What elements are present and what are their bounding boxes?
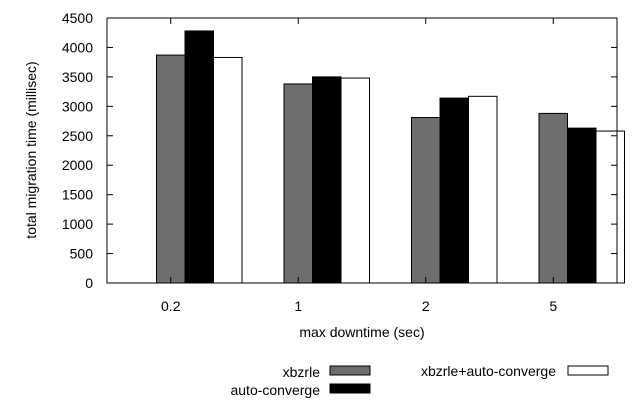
y-axis-title: total migration time (millisec) (23, 61, 39, 238)
legend-item-auto-converge: auto-converge (230, 382, 371, 398)
bar-auto-converge-1 (312, 76, 342, 284)
bar-xbzrle-2 (411, 117, 441, 284)
x-axis-title: max downtime (sec) (299, 324, 424, 340)
y-tick-label: 500 (70, 246, 94, 262)
bar-xbzrle-0-2 (156, 54, 186, 284)
y-tick-label: 1500 (62, 187, 93, 203)
legend-item-xbzrle-auto-converge: xbzrle+auto-converge (421, 363, 609, 379)
legend-swatch (567, 365, 609, 376)
y-axis: 0 500 1000 1500 2000 2500 3000 3500 4000 4500 (62, 10, 617, 291)
bar-auto-converge-5 (567, 127, 597, 284)
y-tick-label: 0 (85, 275, 93, 291)
legend-label: xbzrle+auto-converge (421, 363, 556, 379)
bar-xbzrle-auto-converge-1 (340, 77, 370, 284)
legend-swatch (329, 365, 371, 376)
x-tick-label: 2 (422, 298, 430, 314)
legend-label: xbzrle (283, 364, 321, 380)
bar-xbzrle-1 (283, 83, 313, 284)
bars-group (156, 30, 625, 284)
bar-auto-converge-2 (439, 97, 469, 284)
bar-xbzrle-auto-converge-2 (468, 95, 498, 284)
bar-xbzrle-5 (538, 112, 568, 284)
y-tick-label: 4000 (62, 39, 93, 55)
legend-item-xbzrle: xbzrle (283, 364, 371, 380)
legend-swatch (329, 383, 371, 394)
y-tick-label: 3500 (62, 69, 93, 85)
x-axis: 0.2 1 2 5 (161, 18, 557, 314)
y-tick-label: 2000 (62, 157, 93, 173)
y-tick-label: 1000 (62, 216, 93, 232)
legend-label: auto-converge (230, 382, 320, 398)
y-tick-label: 2500 (62, 128, 93, 144)
bar-auto-converge-0-2 (184, 30, 214, 284)
bar-xbzrle-auto-converge-5 (595, 130, 625, 284)
x-tick-label: 5 (549, 298, 557, 314)
y-tick-label: 4500 (62, 10, 93, 26)
x-tick-label: 1 (294, 298, 302, 314)
bar-xbzrle-auto-converge-0-2 (213, 56, 243, 284)
legend: xbzrle auto-converge xbzrle+auto-converge (230, 363, 609, 398)
plot-frame (106, 17, 618, 284)
y-tick-label: 3000 (62, 98, 93, 114)
x-tick-label: 0.2 (161, 298, 181, 314)
